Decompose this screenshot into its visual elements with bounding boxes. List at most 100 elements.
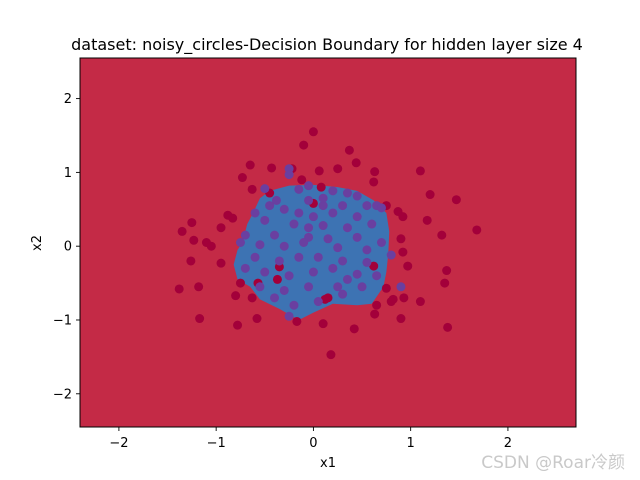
- y-tick-label: −2: [53, 387, 72, 402]
- point-series-1-51: [396, 314, 406, 324]
- point-series-2-16: [250, 208, 260, 218]
- point-series-1-32: [437, 230, 447, 240]
- point-series-1-13: [297, 175, 307, 185]
- point-series-2-67: [342, 274, 352, 284]
- point-series-1-15: [425, 190, 435, 200]
- x-tick-label: 1: [407, 436, 415, 451]
- watermark-text: CSDN @Roar冷颜: [481, 453, 625, 473]
- point-series-2-32: [376, 238, 386, 247]
- point-series-2-34: [255, 240, 265, 250]
- point-series-1-43: [231, 291, 241, 301]
- point-series-1-59: [195, 314, 205, 324]
- x-tick-label: −1: [207, 436, 226, 451]
- point-series-1-5: [245, 160, 255, 170]
- y-tick-label: −1: [53, 313, 72, 328]
- point-series-2-26: [367, 219, 377, 229]
- point-series-2-28: [270, 230, 280, 240]
- point-series-2-39: [386, 250, 396, 260]
- point-series-2-62: [284, 311, 294, 321]
- point-series-2-2: [284, 170, 294, 180]
- point-series-2-38: [362, 245, 372, 255]
- point-series-2-58: [270, 293, 280, 303]
- point-series-1-56: [252, 314, 262, 324]
- point-series-2-19: [308, 212, 318, 222]
- x-axis-ticks: −2 −1 0 1 2: [109, 427, 512, 451]
- point-series-1-39: [440, 278, 450, 288]
- point-series-2-64: [304, 223, 314, 233]
- x-tick-label: −2: [109, 436, 128, 451]
- point-series-2-20: [328, 208, 338, 218]
- point-series-2-9: [271, 195, 281, 205]
- point-series-2-13: [362, 201, 372, 211]
- point-series-2-37: [333, 243, 343, 253]
- y-tick-label: 1: [64, 166, 72, 181]
- point-series-2-40: [250, 252, 260, 262]
- point-series-2-35: [279, 241, 289, 251]
- point-series-1-18: [316, 182, 326, 192]
- point-series-2-47: [260, 267, 270, 277]
- point-series-2-63: [396, 282, 406, 292]
- point-series-1-68: [216, 223, 226, 233]
- point-series-1-3: [344, 145, 354, 155]
- point-series-2-48: [284, 271, 294, 281]
- x-tick-label: 2: [504, 436, 512, 451]
- point-series-2-60: [313, 297, 323, 307]
- point-series-2-30: [323, 234, 333, 244]
- point-series-1-67: [381, 283, 391, 293]
- point-series-1-6: [267, 163, 277, 173]
- point-series-1-2: [299, 140, 309, 150]
- point-series-1-41: [194, 282, 204, 292]
- point-series-1-25: [187, 218, 197, 228]
- point-series-1-10: [370, 167, 380, 177]
- point-series-2-59: [289, 300, 299, 310]
- chart-title: dataset: noisy_circles-Decision Boundary…: [71, 35, 583, 55]
- point-series-1-46: [247, 293, 257, 303]
- plot-frame: [79, 57, 577, 428]
- point-series-1-27: [189, 235, 199, 245]
- point-series-1-4: [351, 158, 361, 168]
- point-series-1-64: [369, 261, 379, 271]
- plot-area: [80, 58, 576, 427]
- y-axis-label: x2: [30, 235, 45, 251]
- point-series-1-24: [422, 215, 432, 225]
- point-series-2-18: [294, 208, 304, 218]
- point-series-1-62: [272, 274, 282, 284]
- point-series-2-23: [289, 219, 299, 229]
- point-series-2-33: [235, 238, 245, 247]
- point-series-1-45: [415, 297, 425, 307]
- point-series-1-33: [472, 225, 482, 235]
- point-series-1-40: [174, 284, 184, 294]
- point-series-2-51: [352, 269, 362, 279]
- point-series-1-35: [216, 258, 226, 268]
- point-series-2-49: [308, 267, 318, 277]
- point-series-2-7: [260, 184, 270, 194]
- point-series-1-65: [372, 300, 382, 310]
- point-series-1-61: [320, 294, 330, 304]
- point-series-2-8: [352, 191, 362, 201]
- point-series-1-26: [398, 212, 408, 222]
- decision-region-boundary: [233, 184, 390, 320]
- point-series-2-36: [299, 238, 309, 247]
- point-series-1-30: [206, 241, 216, 251]
- y-axis-ticks: −2 −1 0 1 2: [53, 92, 80, 402]
- point-series-2-44: [338, 256, 348, 266]
- point-series-1-49: [399, 293, 409, 303]
- point-series-1-23: [228, 213, 238, 223]
- point-series-2-57: [357, 282, 367, 292]
- point-series-2-53: [255, 282, 265, 292]
- point-series-2-25: [342, 223, 352, 233]
- point-series-1-19: [451, 195, 461, 205]
- point-series-1-8: [314, 166, 324, 176]
- point-series-1-60: [326, 350, 336, 360]
- point-series-2-43: [313, 252, 323, 262]
- point-series-1-14: [369, 177, 379, 187]
- point-series-2-41: [274, 256, 284, 266]
- point-series-2-46: [240, 263, 250, 273]
- point-series-2-56: [333, 282, 343, 292]
- point-series-1-57: [292, 316, 302, 326]
- point-series-2-24: [318, 221, 328, 231]
- point-series-1-37: [403, 261, 413, 271]
- point-series-2-65: [318, 193, 328, 203]
- point-series-1-50: [386, 297, 396, 307]
